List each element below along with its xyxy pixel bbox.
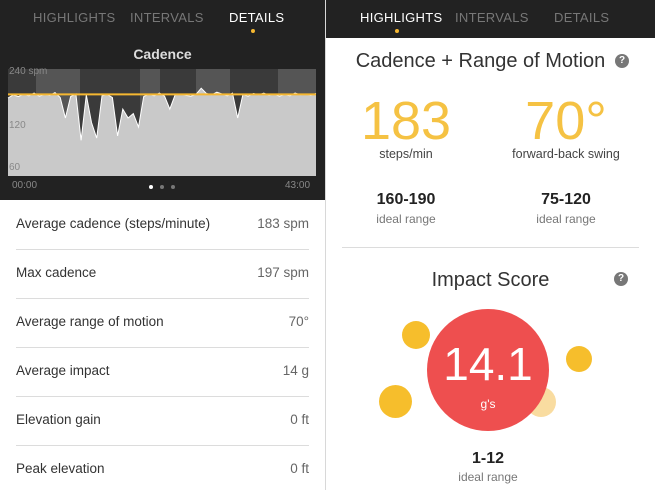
- cadence-unit: steps/min: [379, 147, 433, 161]
- tab-bar: HIGHLIGHTS INTERVALS DETAILS: [0, 0, 325, 38]
- pager-dot-active[interactable]: [149, 185, 153, 189]
- tab-details[interactable]: DETAILS: [554, 10, 610, 25]
- cadence-value: 183: [360, 91, 452, 151]
- motion-range-label: ideal range: [536, 212, 596, 226]
- impact-bubble: [402, 321, 430, 349]
- y-axis-mid-label: 120: [9, 120, 26, 131]
- stat-value: 0 ft: [290, 412, 309, 427]
- pager-dot[interactable]: [171, 185, 175, 189]
- stat-row-peak-elevation: Peak elevation 0 ft: [16, 445, 309, 490]
- stat-value: 197 spm: [257, 265, 309, 280]
- tab-intervals[interactable]: INTERVALS: [455, 10, 529, 25]
- stat-value: 70°: [288, 314, 309, 329]
- impact-score-title: Impact Score: [431, 269, 550, 291]
- stat-label: Max cadence: [16, 265, 97, 280]
- active-tab-indicator: [251, 29, 255, 33]
- stat-row-average-cadence: Average cadence (steps/minute) 183 spm: [16, 200, 309, 250]
- cadence-chart[interactable]: Cadence 240 spm 120 60 00:00 43:00: [0, 38, 325, 200]
- help-icon[interactable]: ?: [614, 272, 628, 286]
- stat-value: 14 g: [282, 363, 309, 378]
- stat-row-average-impact: Average impact 14 g: [16, 347, 309, 397]
- stat-row-max-cadence: Max cadence 197 spm: [16, 249, 309, 299]
- stat-label: Average range of motion: [16, 314, 164, 329]
- x-axis-start-label: 00:00: [12, 180, 38, 191]
- cadence-range-label: ideal range: [376, 212, 436, 226]
- tab-details[interactable]: DETAILS: [229, 10, 285, 25]
- stat-row-elevation-gain: Elevation gain 0 ft: [16, 396, 309, 446]
- impact-bubble: [379, 385, 412, 418]
- impact-score-circle: 14.1 g's: [427, 309, 549, 431]
- details-screen: HIGHLIGHTS INTERVALS DETAILS Cadence 240…: [0, 0, 325, 490]
- stat-value: 183 spm: [257, 216, 309, 231]
- tab-highlights[interactable]: HIGHLIGHTS: [33, 10, 116, 25]
- stat-label: Average impact: [16, 363, 110, 378]
- impact-ideal-range: 1-12: [471, 450, 505, 467]
- stat-label: Peak elevation: [16, 461, 105, 476]
- highlights-screen: HIGHLIGHTS INTERVALS DETAILS Cadence + R…: [326, 0, 655, 490]
- impact-score-value: 14.1: [443, 338, 533, 390]
- section-divider: [342, 247, 639, 248]
- cadence-motion-title: Cadence + Range of Motion: [355, 50, 606, 72]
- tab-intervals[interactable]: INTERVALS: [130, 10, 204, 25]
- cadence-ideal-range: 160-190: [376, 191, 436, 208]
- stat-row-range-of-motion: Average range of motion 70°: [16, 298, 309, 348]
- cadence-area: [8, 88, 316, 176]
- impact-bubble: [566, 346, 592, 372]
- motion-ideal-range: 75-120: [541, 191, 591, 208]
- stat-label: Average cadence (steps/minute): [16, 216, 211, 231]
- pager-dot[interactable]: [160, 185, 164, 189]
- x-axis-end-label: 43:00: [285, 180, 311, 191]
- cadence-chart-svg: [7, 69, 317, 176]
- impact-range-label: ideal range: [458, 470, 518, 484]
- y-axis-top-label: 240 spm: [9, 66, 48, 77]
- impact-score-unit: g's: [480, 397, 496, 411]
- help-icon[interactable]: ?: [615, 54, 629, 68]
- y-axis-low-label: 60: [9, 162, 21, 173]
- chart-title: Cadence: [133, 46, 192, 62]
- panel-divider: [325, 0, 326, 490]
- stat-value: 0 ft: [290, 461, 309, 476]
- active-tab-indicator: [395, 29, 399, 33]
- motion-unit: forward-back swing: [512, 147, 620, 161]
- tab-bar: HIGHLIGHTS INTERVALS DETAILS: [326, 0, 655, 38]
- stat-label: Elevation gain: [16, 412, 101, 427]
- motion-value: 70°: [525, 91, 607, 151]
- tab-highlights[interactable]: HIGHLIGHTS: [360, 10, 443, 25]
